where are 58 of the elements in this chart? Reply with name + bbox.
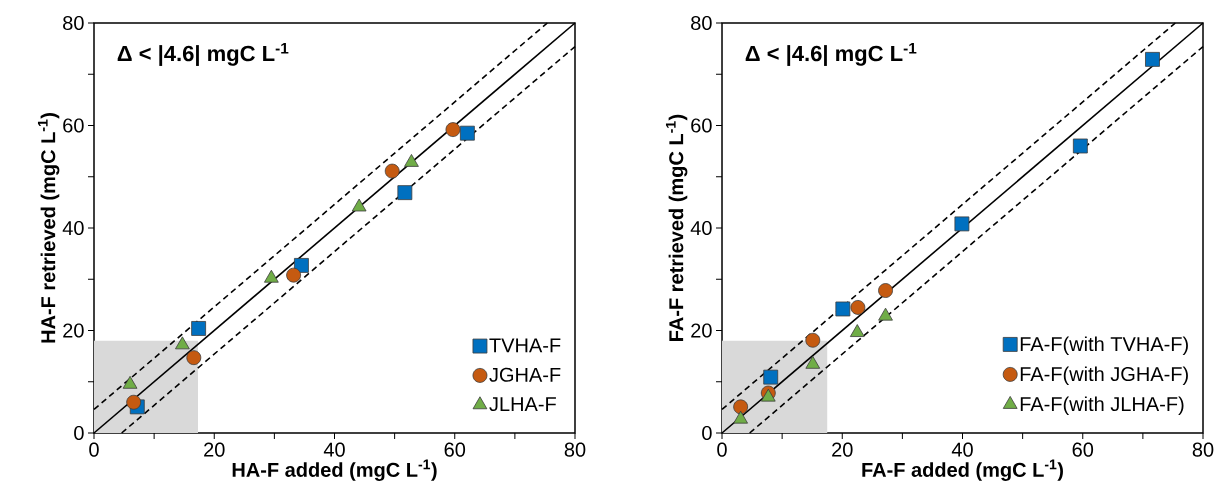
- legend-label: TVHA-F: [489, 338, 561, 353]
- x-tick-label: 20: [832, 442, 853, 457]
- point: [286, 267, 302, 283]
- y-tick-label: 80: [691, 15, 712, 31]
- point: [849, 324, 865, 337]
- legend-label: FA-F(with TVHA-F): [1020, 336, 1188, 356]
- annotation: Δ < |4.6| mgC L$^{-1}$: [745, 42, 917, 66]
- y-axis-title: HA-F retrieved (mgC L$^{-1}$): [37, 113, 60, 343]
- point: [763, 369, 779, 385]
- point: [878, 283, 893, 298]
- point: [835, 301, 851, 317]
- point: [954, 216, 970, 232]
- x-tick-label: 20: [204, 442, 225, 457]
- x-tick-label: 80: [564, 442, 586, 457]
- x-tick-label: 0: [717, 442, 727, 457]
- point: [445, 122, 461, 137]
- y-tick-label: 0: [74, 425, 84, 441]
- x-tick-label: 60: [444, 442, 466, 457]
- legend-label: JGHA-F: [489, 367, 561, 382]
- point: [122, 375, 138, 389]
- point: [1145, 51, 1160, 67]
- legend-label: JLHA-F: [489, 397, 556, 412]
- point: [733, 410, 748, 424]
- point: [733, 399, 749, 415]
- point: [397, 185, 413, 201]
- point: [805, 355, 821, 369]
- x-axis-title: FA-F added (mgC L$^{-1}$): [862, 459, 1063, 481]
- x-tick-label: 80: [1192, 442, 1214, 457]
- legend-label: FA-F(with JLHA-F): [1020, 396, 1184, 416]
- point: [351, 198, 367, 212]
- point: [186, 350, 202, 366]
- point: [384, 163, 400, 179]
- point: [805, 332, 821, 348]
- y-tick-label: 60: [63, 118, 84, 133]
- y-axis-title: FA-F retrieved (mgC L$^{-1}$): [665, 114, 688, 341]
- point: [264, 269, 279, 283]
- x-tick-label: 0: [89, 442, 99, 457]
- y-tick-label: 20: [63, 323, 84, 338]
- point: [126, 394, 142, 410]
- y-tick-label: 60: [691, 118, 712, 133]
- y-tick-label: 20: [691, 323, 712, 338]
- point: [878, 307, 893, 321]
- y-tick-label: 40: [62, 220, 84, 236]
- point: [459, 125, 475, 141]
- y-tick-label: 80: [63, 15, 84, 31]
- point: [1072, 138, 1088, 154]
- legend-label: FA-F(with JGHA-F): [1020, 366, 1188, 386]
- point: [404, 154, 419, 167]
- annotation: Δ < |4.6| mgC L$^{-1}$: [117, 42, 289, 66]
- y-tick-label: 0: [702, 425, 712, 441]
- point: [191, 321, 207, 336]
- x-tick-label: 40: [323, 442, 345, 457]
- point: [175, 336, 190, 350]
- x-axis-title: HA-F added (mgC L$^{-1}$): [232, 459, 437, 481]
- y-tick-label: 40: [690, 220, 712, 236]
- point: [850, 300, 866, 315]
- x-tick-label: 40: [951, 442, 973, 457]
- x-tick-label: 60: [1072, 442, 1094, 457]
